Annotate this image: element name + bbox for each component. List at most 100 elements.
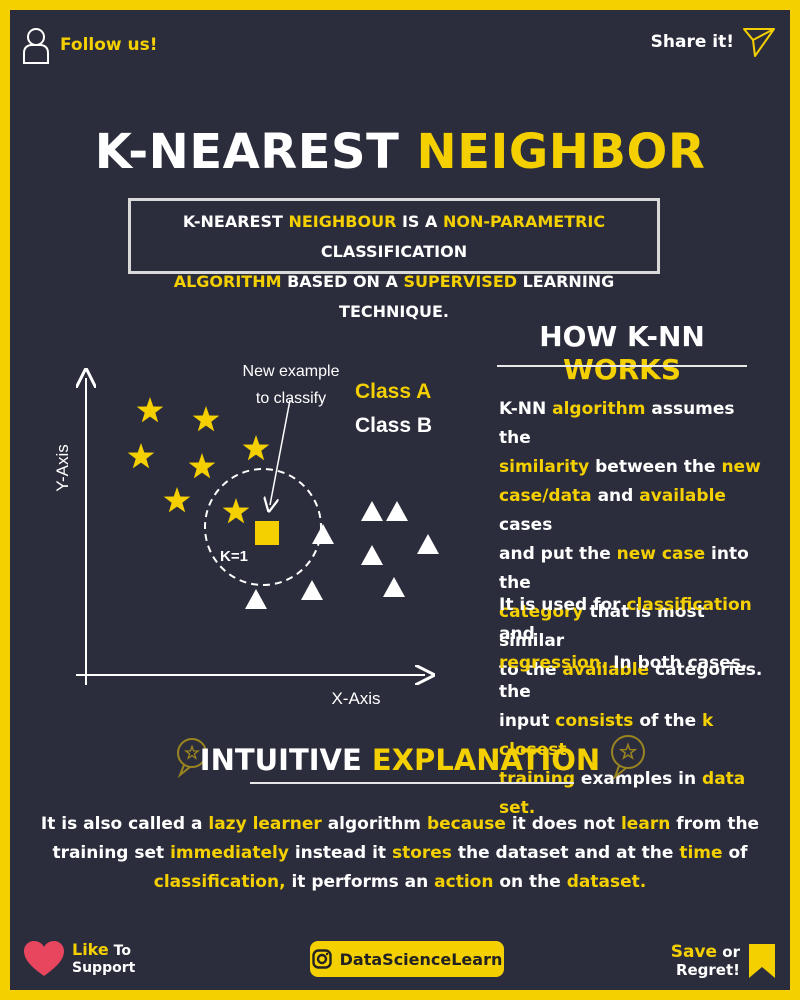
highlight-text: case/data	[499, 486, 592, 506]
save-word: Save	[670, 942, 718, 962]
def-highlight: SUPERVISED	[403, 272, 518, 291]
k-label: K=1	[220, 548, 248, 565]
body-text: it performs an	[285, 872, 435, 892]
knn-diagram: Y-Axis X-Axis K=1 N	[53, 363, 439, 708]
body-text: to the	[499, 660, 563, 680]
send-icon	[743, 28, 775, 57]
highlight-text: consists	[555, 711, 634, 731]
body-text: categories.	[649, 660, 763, 680]
triangle-marker	[417, 534, 439, 554]
star-badge-icon	[611, 735, 645, 780]
share-label: Share it!	[650, 32, 734, 52]
body-text: and	[591, 486, 640, 506]
highlight-text: regression.	[499, 653, 608, 673]
definition-line-2: ALGORITHM BASED ON A SUPERVISED LEARNING…	[131, 267, 657, 327]
intuitive-paragraph: It is also called a lazy learner algorit…	[10, 810, 790, 897]
instagram-icon	[311, 949, 332, 969]
body-text: on the	[493, 872, 567, 892]
body-text: of	[722, 843, 748, 863]
body-text: It is also called a	[40, 814, 209, 834]
highlight-text: time	[679, 843, 723, 863]
how-knn-works-heading: HOW K-NN WORKS	[497, 320, 747, 386]
definition-box: K-NEAREST NEIGHBOUR IS A NON-PARAMETRIC …	[128, 198, 660, 321]
handle-text: DataScienceLearn	[339, 949, 503, 969]
heading-divider	[497, 365, 747, 367]
highlight-text: new	[721, 457, 761, 477]
star-marker	[136, 397, 164, 423]
to-word: To	[108, 943, 131, 959]
highlight-text: training	[499, 769, 576, 789]
like-label: Like To Support	[72, 941, 135, 977]
body-text: it does not	[505, 814, 621, 834]
highlight-text: dataset.	[566, 872, 647, 892]
instagram-handle-badge[interactable]: DataScienceLearn	[310, 941, 504, 977]
body-text: and	[499, 624, 535, 644]
save-button[interactable]: Save or Regret!	[671, 943, 776, 979]
title-part-1: K-NEAREST	[94, 124, 417, 180]
or-word: or	[717, 943, 740, 961]
def-highlight: ALGORITHM	[173, 272, 282, 291]
highlight-text: category	[499, 602, 584, 622]
support-word: Support	[72, 960, 136, 976]
triangle-marker	[301, 580, 323, 600]
how-paragraph-1: K-NN algorithm assumes the similarity bet…	[499, 395, 769, 685]
class-b-points	[245, 501, 439, 609]
follow-us-link[interactable]: Follow us!	[22, 26, 158, 64]
body-text: assumes the	[499, 399, 735, 448]
highlight-text: classification	[626, 595, 752, 615]
triangle-marker	[312, 524, 334, 544]
heading-text: HOW K-NN	[539, 320, 705, 353]
new-example-label-2: to classify	[256, 390, 326, 407]
star-marker	[127, 443, 155, 469]
pointer-arrow	[270, 399, 291, 505]
highlight-text: available	[562, 660, 650, 680]
highlight-text: data set.	[499, 769, 746, 818]
new-example-label-1: New example	[243, 363, 340, 380]
body-text: instead it	[288, 843, 392, 863]
triangle-marker	[361, 545, 383, 565]
star-marker	[222, 498, 250, 524]
def-text: LEARNING TECHNIQUE.	[339, 272, 615, 321]
heading-highlight: WORKS	[562, 353, 682, 386]
highlight-text: k closest	[499, 711, 714, 760]
star-marker	[242, 435, 270, 461]
body-text: input	[499, 711, 556, 731]
highlight-text: stores	[391, 843, 452, 863]
body-text: examples in	[575, 769, 703, 789]
page-title: K-NEAREST NEIGHBOR	[10, 124, 790, 180]
poster: Follow us! Share it! K-NEAREST NEIGHBOR …	[10, 10, 790, 990]
highlight-text: new case	[616, 544, 706, 564]
star-marker	[192, 406, 220, 432]
like-button[interactable]: Like To Support	[22, 940, 135, 978]
body-text: into the	[499, 544, 749, 593]
class-b-legend: Class B	[355, 414, 432, 437]
highlight-text: classification,	[153, 872, 286, 892]
body-text: from the	[670, 814, 760, 834]
definition-line-1: K-NEAREST NEIGHBOUR IS A NON-PARAMETRIC …	[131, 207, 657, 267]
body-text: It is used for	[499, 595, 627, 615]
triangle-marker	[386, 501, 408, 521]
y-axis-label: Y-Axis	[53, 444, 72, 492]
def-text: K-NEAREST	[182, 212, 289, 231]
heading-highlight: EXPLANATION	[371, 743, 601, 777]
highlight-text: immediately	[170, 843, 289, 863]
body-text: the dataset and at the	[451, 843, 680, 863]
share-link[interactable]: Share it!	[651, 26, 776, 58]
highlight-text: available	[639, 486, 726, 506]
body-text: of the	[633, 711, 703, 731]
k-neighborhood-circle	[204, 468, 322, 586]
body-text: between the	[589, 457, 722, 477]
heading-divider	[250, 782, 574, 784]
user-icon	[23, 28, 49, 64]
star-badge-icon	[177, 738, 207, 779]
heart-icon	[24, 941, 64, 976]
new-example-square	[255, 521, 279, 545]
star-marker	[163, 487, 191, 513]
body-text: training set	[52, 843, 171, 863]
triangle-marker	[361, 501, 383, 521]
body-text: and put the	[499, 544, 617, 564]
body-text: cases	[499, 515, 553, 535]
highlight-text: because	[426, 814, 506, 834]
highlight-text: action	[434, 872, 494, 892]
highlight-text: learn	[620, 814, 671, 834]
